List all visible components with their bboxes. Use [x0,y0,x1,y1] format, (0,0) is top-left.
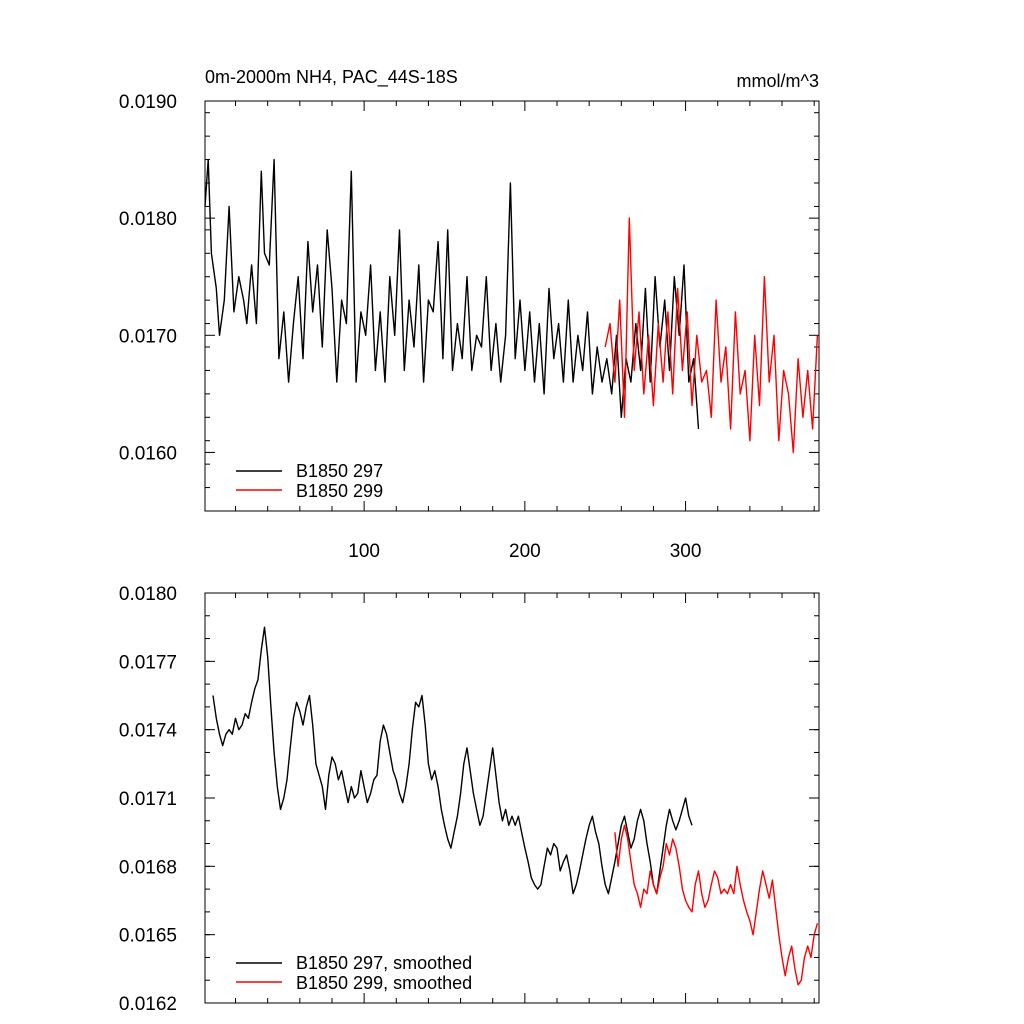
bottom-legend-label-2: B1850 299, smoothed [296,973,472,993]
top-series-line-1 [204,158,700,430]
top-y-tick-label: 0.0190 [119,92,177,113]
bottom-legend-label-1: B1850 297, smoothed [296,953,472,973]
top-chart-title: 0m-2000m NH4, PAC_44S-18S [205,67,458,88]
bottom-y-axis: 0.0162 0.0165 0.0168 0.0171 0.0174 0.0177 0.01… [119,584,819,1015]
bottom-y-tick-label: 0.0174 [119,721,178,742]
bottom-series-group [212,626,819,986]
top-series-line-2 [604,217,819,454]
bottom-y-tick-label: 0.0171 [119,789,177,810]
top-y-tick-label: 0.0160 [119,443,177,464]
top-series-group [204,158,819,454]
bottom-y-tick-label: 0.0165 [119,926,177,947]
top-x-tick-label: 200 [509,541,541,562]
bottom-legend: B1850 297, smoothed B1850 299, smoothed [236,953,472,993]
bottom-y-tick-label: 0.0168 [119,857,177,878]
top-y-tick-label: 0.0170 [119,326,177,347]
top-x-axis: 100 200 300 [235,101,815,562]
top-x-tick-label: 300 [670,541,702,562]
top-legend-label-1: B1850 297 [296,461,383,481]
top-legend: B1850 297 B1850 299 [236,461,383,501]
top-plot-frame [204,100,820,512]
bottom-y-tick-label: 0.0177 [119,652,177,673]
bottom-plot-frame [204,592,820,1004]
bottom-series-line-2 [614,824,819,986]
bottom-series-line-1 [212,626,693,895]
top-y-tick-label: 0.0180 [119,209,177,230]
bottom-y-tick-label: 0.0180 [119,584,177,605]
top-panel: 0m-2000m NH4, PAC_44S-18S mmol/m^3 0.016… [119,67,820,562]
bottom-panel: 0.0162 0.0165 0.0168 0.0171 0.0174 0.0177 0.01… [119,584,820,1015]
bottom-x-axis [235,593,815,1003]
bottom-y-tick-label: 0.0162 [119,994,177,1015]
top-x-tick-label: 100 [348,541,380,562]
top-legend-label-2: B1850 299 [296,481,383,501]
top-chart-units: mmol/m^3 [737,71,819,91]
